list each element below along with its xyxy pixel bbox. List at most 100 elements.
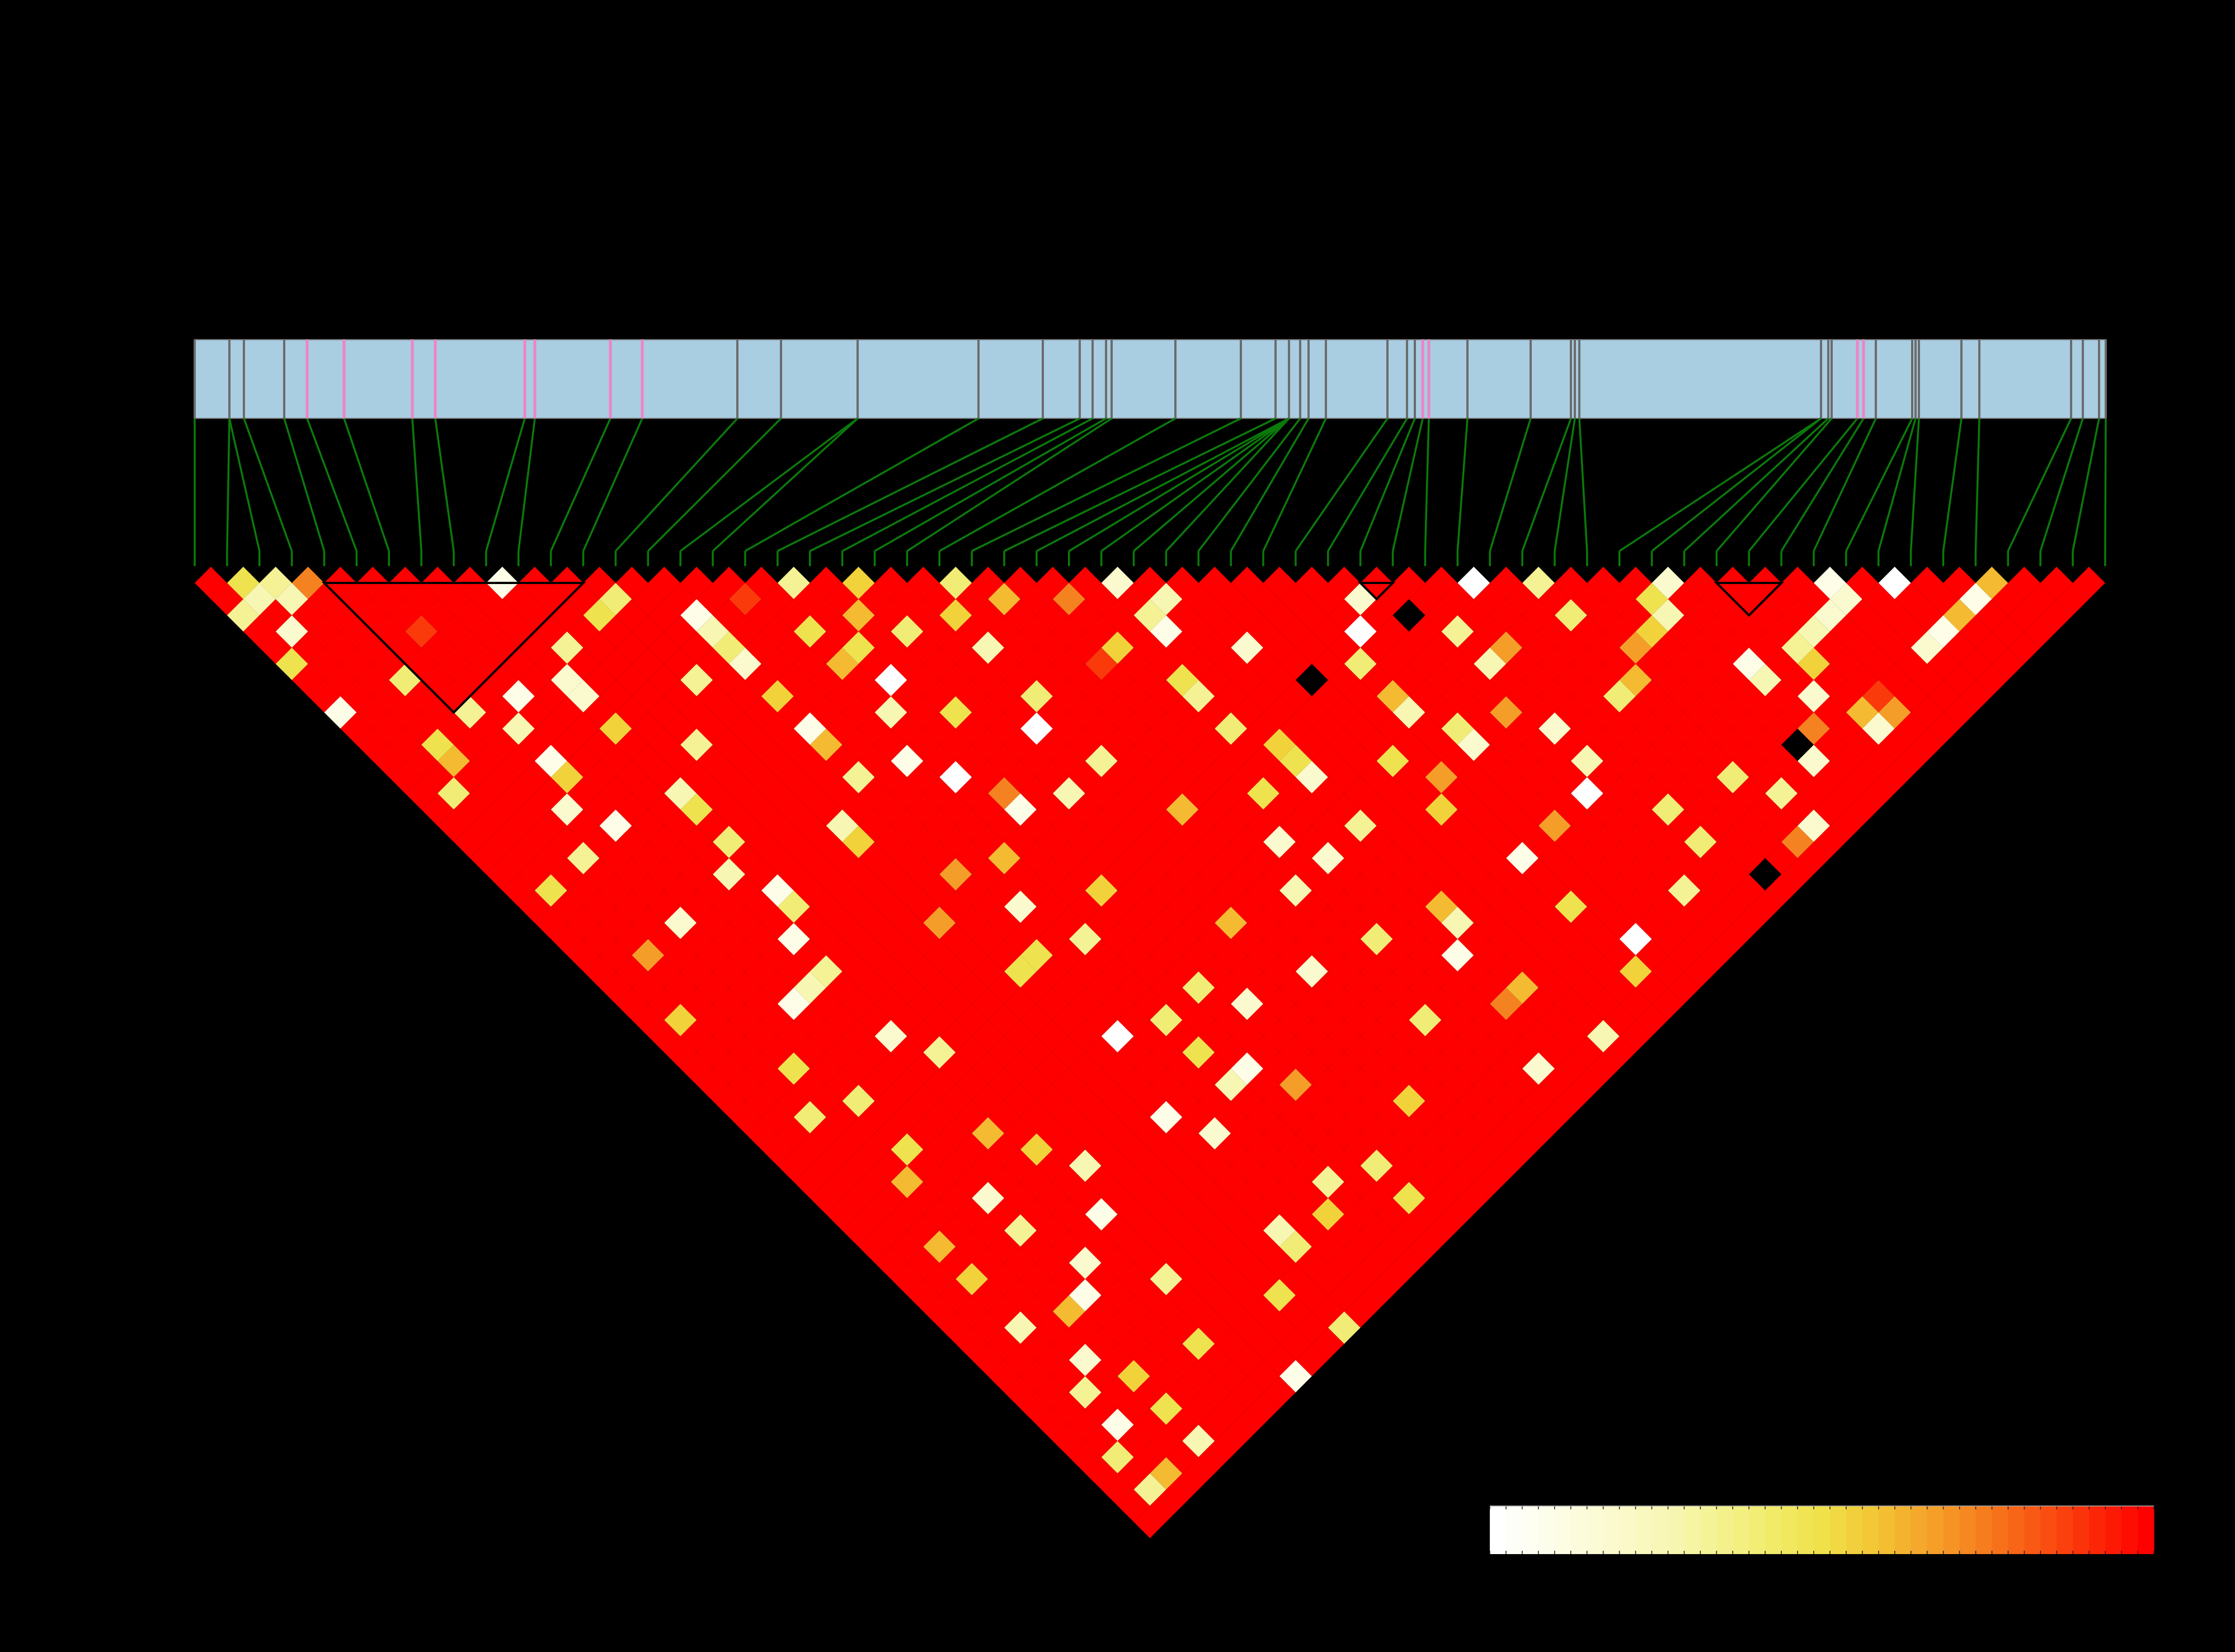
ld-cell [664,745,697,778]
ld-cell [534,906,567,939]
ld-cell [1700,647,1733,680]
ld-cell [421,599,454,632]
ld-cell [1344,583,1377,615]
ld-cell [632,809,665,843]
connector-line [1578,418,1588,552]
ld-cell [1927,647,1960,680]
ld-cell [1150,939,1183,972]
ld-cell [454,599,486,632]
ld-cell [761,712,794,745]
connector-line [485,418,526,552]
ld-cell [1344,1198,1377,1231]
ld-cell [1603,777,1636,810]
ld-cell [761,745,794,778]
connector-line [1456,418,1469,552]
ld-cell [2040,599,2073,632]
ld-cell [1668,680,1701,713]
ld-cell [1490,1085,1523,1118]
ld-cell [988,712,1020,745]
ld-cell [1376,777,1409,810]
ld-cell [729,583,761,615]
ld-cell [1570,680,1603,713]
ld-cell [1344,777,1377,810]
ld-cell [761,777,794,810]
ld-cell [1069,1052,1102,1085]
ld-cell [356,599,389,632]
legend-step [1927,1506,1944,1554]
legend-step [1684,1506,1701,1554]
ld-cell [1829,647,1862,680]
ld-cell [1603,745,1636,778]
ld-cell [1829,680,1862,713]
connector-line [517,418,536,552]
ld-cell [1441,680,1474,713]
ld-cell [1668,906,1701,939]
ld-cell [1344,906,1377,939]
ld-cell [1215,809,1248,843]
ld-cell [1829,809,1862,843]
ld-cell [1182,842,1215,874]
ld-cell [923,906,956,939]
ld-cell [486,663,519,696]
ld-cell [1036,1020,1069,1053]
ld-cell [1765,680,1798,713]
ld-cell [1231,1408,1264,1441]
ld-cell [1344,842,1377,874]
ld-cell [1538,712,1571,745]
ld-cell [534,809,567,843]
ld-cell [891,615,924,648]
ld-cell [1506,842,1539,874]
ld-cell [1700,939,1733,972]
ld-cell [1798,745,1830,778]
ld-cell [1182,1133,1215,1166]
ld-cell [1829,777,1862,810]
ld-cell [454,793,486,826]
ld-cell [1215,745,1248,778]
ld-cell [1231,1085,1264,1118]
ld-cell [956,1328,989,1361]
ld-cell [1295,1052,1328,1085]
ld-cell [1506,647,1539,680]
ld-cell [680,1020,713,1053]
ld-cell [664,647,697,680]
ld-cell [1311,583,1344,615]
connector-line [1197,417,1301,552]
ld-cell [1392,987,1425,1020]
ld-cell [1004,1085,1037,1118]
ld-cell [988,647,1020,680]
ld-cell [1117,745,1150,778]
ld-cell [1668,712,1701,745]
ld-cell [1409,777,1442,810]
ld-cell [793,874,826,907]
ld-cell [1798,647,1830,680]
ld-cell [1279,842,1312,874]
ld-cell [1247,777,1279,810]
ld-cell [1101,1020,1134,1053]
ld-cell [356,728,389,761]
ld-cell [1765,874,1798,907]
ld-cell [1506,615,1539,648]
ld-cell [1700,777,1733,810]
ld-cell [793,712,826,745]
ld-cell [1829,615,1862,648]
ld-cell [2024,615,2057,648]
connector-line [680,417,859,552]
ld-cell [1457,1052,1490,1085]
ld-cell [534,647,567,680]
ld-cell [1538,874,1571,907]
ld-cell [793,583,826,615]
ld-cell [777,1085,810,1118]
ld-cell [1733,745,1766,778]
connector-line [1230,418,1310,552]
ld-cell [1182,874,1215,907]
ld-cell [826,777,859,810]
ld-cell [923,842,956,874]
ld-cell [534,615,567,648]
ld-cell [1328,1020,1361,1053]
ld-cell [308,615,341,648]
ld-cell [1182,777,1215,810]
ld-cell [1020,1328,1053,1361]
ld-cell [1279,1133,1312,1166]
ld-cell [421,728,454,761]
ld-cell [1733,647,1766,680]
